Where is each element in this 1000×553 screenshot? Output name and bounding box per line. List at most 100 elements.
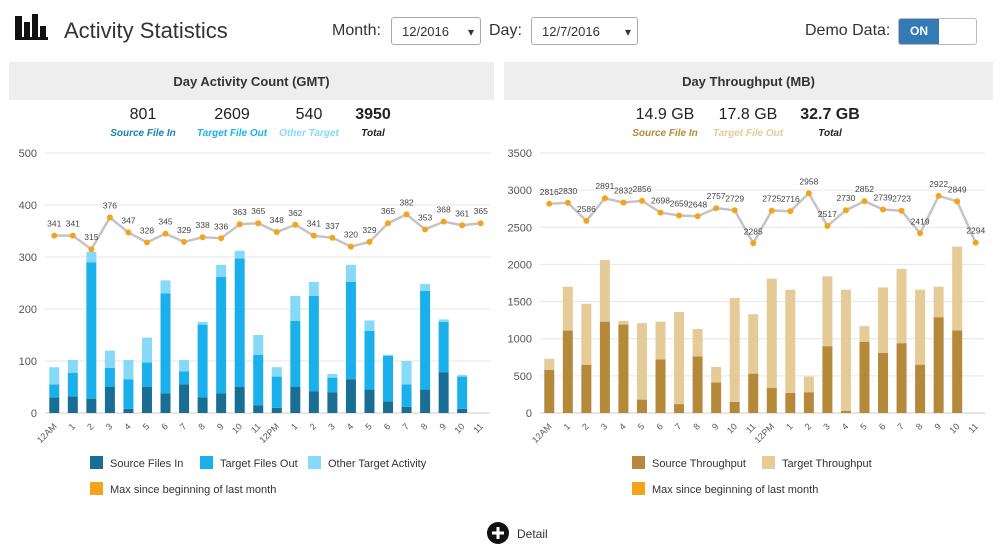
bar-segment [197,397,208,413]
max-value-label: 2891 [595,181,614,191]
bar-segment [364,320,375,331]
bar-segment [179,384,190,413]
x-tick-label: 6 [877,421,888,432]
y-tick-label: 0 [526,408,532,420]
legend-swatch [632,482,645,495]
x-tick-label: 2 [803,421,814,432]
bar-segment [197,324,208,398]
max-marker [125,229,132,236]
bar-segment [420,389,431,413]
max-marker [292,221,299,228]
bar-segment [290,296,301,321]
x-tick-label: 3 [104,421,115,432]
max-value-label: 341 [47,219,61,229]
bar-segment [67,396,78,413]
summary-label: Total [818,128,842,139]
x-tick-label: 9 [437,421,448,432]
legend-label: Other Target Activity [328,458,427,470]
x-tick-label: 2 [580,421,591,432]
detail-link[interactable]: Detail [517,527,548,541]
bar-segment [581,303,592,365]
x-tick-label: 9 [215,421,226,432]
bar-segment [327,392,338,413]
max-value-label: 2816 [540,187,559,197]
bar-segment [123,379,134,409]
max-value-label: 2830 [558,186,577,196]
x-tick-label: 12PM [752,421,776,445]
max-value-label: 353 [418,212,432,222]
bar-segment [290,320,301,387]
bar-segment [748,373,759,413]
bar-segment [457,375,468,377]
demo-toggle[interactable]: ON [898,18,977,45]
summary-label: Target File Out [197,128,268,139]
max-value-label: 2730 [836,193,855,203]
bar-segment [234,387,245,413]
bar-segment [952,246,963,331]
bar-segment [216,276,227,394]
max-value-label: 347 [121,216,135,226]
bar-segment [216,264,227,277]
bar-segment [711,366,722,383]
bar-segment [599,321,610,413]
max-marker [731,207,738,214]
bar-segment [915,364,926,413]
bar-segment [179,359,190,372]
panel-header [9,62,494,100]
max-marker [676,212,683,219]
max-marker [805,190,812,197]
bar-segment [216,393,227,413]
bar-segment [345,379,356,413]
max-marker [106,214,113,221]
x-tick-label: 6 [159,421,170,432]
chart-title: Day Activity Count (GMT) [173,74,329,89]
bar-segment [308,281,319,296]
x-tick-label: 12AM [530,421,554,445]
max-value-label: 2852 [855,184,874,194]
max-marker [347,243,354,250]
day-select[interactable]: 12/7/2016 [531,17,638,46]
max-value-label: 2729 [725,193,744,203]
detail-icon[interactable] [486,521,510,545]
max-value-label: 362 [288,208,302,218]
max-marker [385,220,392,227]
max-value-label: 365 [251,206,265,216]
y-tick-label: 3500 [508,148,532,160]
x-tick-label: 4 [617,421,628,432]
max-marker [824,223,831,230]
bar-segment [345,264,356,282]
max-value-label: 2739 [874,193,893,203]
month-select[interactable]: 12/2016 [391,17,481,46]
max-marker [917,230,924,237]
legend-swatch [632,456,645,469]
bar-segment [401,361,412,385]
bar-segment [859,326,870,342]
bar-segment [327,374,338,378]
x-tick-label: 8 [196,421,207,432]
y-tick-label: 100 [19,356,37,368]
max-marker [546,200,553,207]
x-tick-label: 5 [141,421,152,432]
max-marker [880,206,887,213]
max-marker [366,238,373,245]
bar-segment [141,387,152,413]
max-value-label: 329 [362,225,376,235]
max-value-label: 365 [474,206,488,216]
bar-segment [636,323,647,400]
max-value-label: 2659 [670,198,689,208]
max-value-label: 2922 [929,179,948,189]
bar-segment [785,289,796,393]
legend-label: Max since beginning of last month [652,484,818,496]
x-tick-label: 10 [947,421,961,435]
x-tick-label: 3 [326,421,337,432]
x-tick-label: 11 [744,421,758,435]
legend-swatch [762,456,775,469]
max-value-label: 337 [325,221,339,231]
bar-segment [952,330,963,413]
max-marker [403,211,410,218]
summary-value: 801 [130,106,157,123]
x-tick-label: 4 [345,421,356,432]
x-tick-label: 8 [419,421,430,432]
max-marker [935,192,942,199]
toggle-on: ON [899,19,939,44]
